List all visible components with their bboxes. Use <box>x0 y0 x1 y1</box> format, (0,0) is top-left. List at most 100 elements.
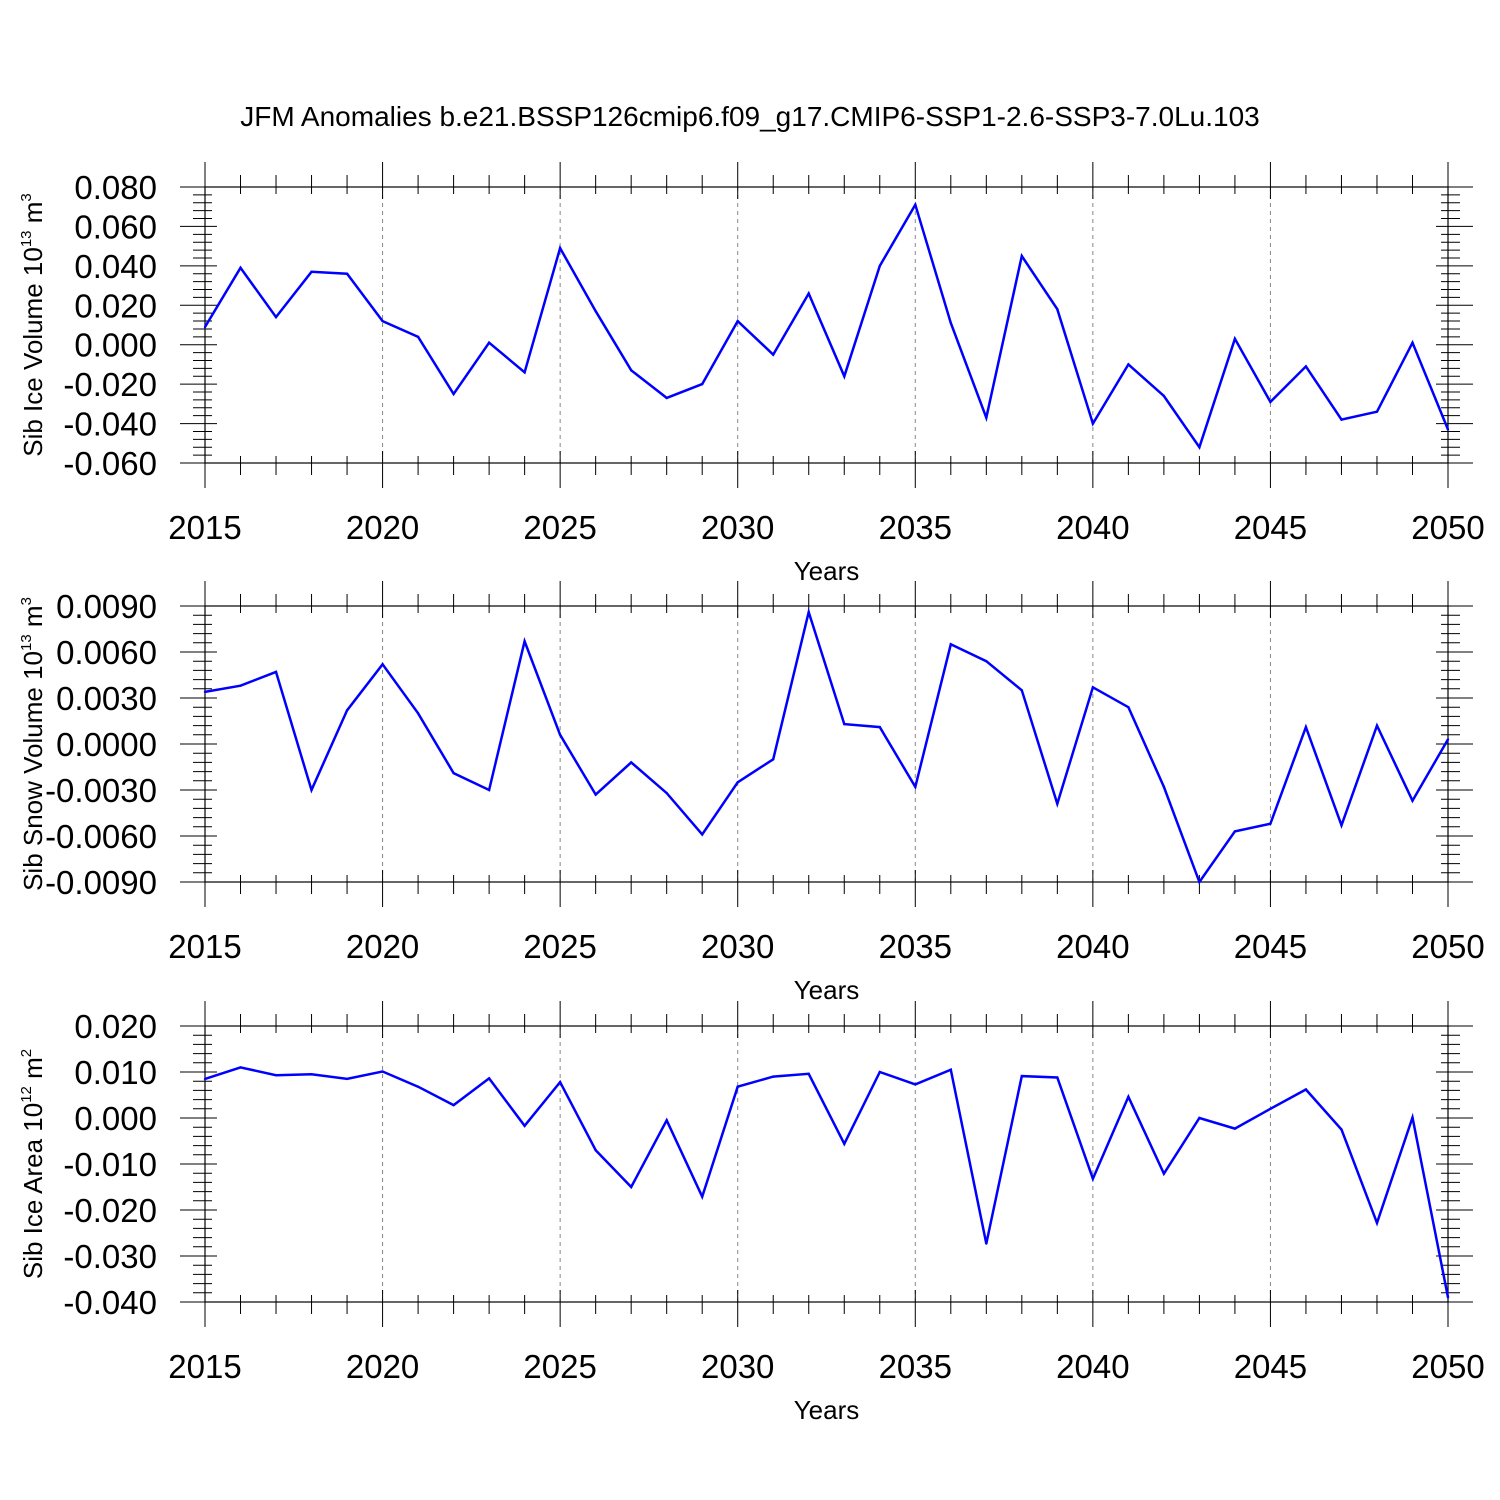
data-point <box>1233 337 1237 340</box>
y-tick-label: -0.030 <box>63 1238 157 1275</box>
data-point <box>843 375 846 378</box>
data-point <box>523 640 526 643</box>
data-point <box>203 1077 207 1081</box>
data-point <box>736 1085 739 1088</box>
x-tick-label: 2020 <box>346 928 419 965</box>
chart-panel-1: 2015 2020 2025 2030 2035 2040 2045 2050-0.060-0… <box>18 162 1485 586</box>
data-point <box>772 758 775 761</box>
x-tick-label: 2020 <box>346 509 419 546</box>
data-point <box>274 1074 278 1077</box>
data-point <box>1020 254 1024 258</box>
chart-panel-2: 2015 2020 2025 2030 2035 2040 2045 2050 -0.0090 -… <box>18 581 1485 1005</box>
plot-frame <box>204 605 1449 883</box>
data-point <box>1375 1221 1379 1225</box>
data-point <box>736 781 739 784</box>
y-tick-label: 0.0000 <box>56 726 157 763</box>
data-point <box>843 1142 846 1145</box>
data-point <box>629 1185 633 1189</box>
data-point <box>558 246 562 250</box>
data-point <box>1411 799 1414 802</box>
data-point <box>1340 418 1343 421</box>
data-point <box>1056 1076 1059 1079</box>
x-tick-label: 2025 <box>523 1348 596 1385</box>
y-tick-label: -0.0030 <box>45 772 157 809</box>
data-point <box>1198 880 1201 884</box>
data-point <box>1056 308 1059 311</box>
x-axis-label: Years <box>794 975 860 1005</box>
data-point <box>345 709 349 712</box>
x-tick-label: 2015 <box>168 928 241 965</box>
chart-panel-3: 2015 2020 2025 2030 2035 2040 2045 2050 -0.040 -0… <box>18 1001 1485 1425</box>
data-point <box>1162 1172 1166 1175</box>
x-tick-label: 2035 <box>879 509 952 546</box>
data-point <box>345 1077 349 1081</box>
data-point <box>1446 428 1450 431</box>
data-point <box>487 341 491 344</box>
data-point <box>1233 830 1237 833</box>
data-point <box>1304 725 1308 729</box>
data-point <box>239 1066 242 1069</box>
y-tick-label: 0.080 <box>74 169 157 206</box>
y-tick-label: -0.040 <box>63 1284 157 1321</box>
x-tick-label: 2015 <box>168 509 241 546</box>
x-tick-label: 2045 <box>1234 509 1307 546</box>
y-tick-label: -0.0060 <box>45 818 157 855</box>
data-point <box>1269 400 1272 404</box>
data-point <box>1375 724 1379 727</box>
data-point <box>1269 822 1272 825</box>
data-point <box>949 1068 952 1071</box>
data-point <box>914 1083 917 1086</box>
y-tick-label: 0.020 <box>74 287 157 324</box>
y-tick-label: -0.0090 <box>45 864 157 901</box>
x-tick-label: 2045 <box>1234 1348 1307 1385</box>
data-point <box>203 325 207 329</box>
x-tick-label: 2040 <box>1056 509 1129 546</box>
x-axis-label: Years <box>794 556 860 586</box>
x-tick-label: 2050 <box>1411 1348 1484 1385</box>
data-point <box>1127 363 1130 366</box>
data-point <box>381 1070 384 1073</box>
data-point <box>558 733 562 736</box>
data-point <box>345 272 349 275</box>
data-point <box>416 335 420 339</box>
y-tick-label: 0.040 <box>74 248 157 285</box>
data-point <box>985 416 988 419</box>
y-tick-label: -0.010 <box>63 1146 157 1183</box>
data-point <box>1127 706 1130 709</box>
data-point <box>416 712 420 715</box>
data-point <box>878 725 881 729</box>
y-axis-label: Sib Snow Volume 1013 m3 <box>18 597 48 891</box>
data-point <box>1411 341 1414 344</box>
data-point <box>1340 1128 1343 1131</box>
data-point <box>736 319 739 323</box>
data-point <box>594 310 597 313</box>
y-tick-label: -0.060 <box>63 445 157 482</box>
x-axis-label: Years <box>794 1395 860 1425</box>
data-point <box>1091 1177 1095 1180</box>
data-point <box>487 788 491 792</box>
data-point <box>381 319 384 323</box>
data-point <box>985 660 988 663</box>
data-point <box>1091 422 1095 425</box>
data-point <box>665 396 668 400</box>
y-axis-label: Sib Ice Volume 1013 m3 <box>18 193 48 457</box>
y-tick-label: 0.060 <box>74 208 157 245</box>
data-point <box>1446 738 1450 741</box>
data-point <box>274 670 278 674</box>
data-point <box>523 1124 526 1128</box>
y-axis-label: Sib Ice Area 1012 m2 <box>18 1049 48 1279</box>
data-point <box>558 1080 562 1084</box>
data-point <box>487 1077 491 1080</box>
x-tick-label: 2015 <box>168 1348 241 1385</box>
data-point <box>594 1149 597 1152</box>
series-line <box>203 201 1450 450</box>
data-point <box>701 382 704 386</box>
plot-frame <box>204 1025 1449 1303</box>
data-point <box>665 1119 668 1122</box>
x-tick-label: 2025 <box>523 928 596 965</box>
data-point <box>452 771 455 775</box>
series-line <box>204 1066 1450 1298</box>
data-point <box>452 1103 455 1107</box>
data-point <box>949 321 952 325</box>
figure-title: JFM Anomalies b.e21.BSSP126cmip6.f09_g17… <box>240 101 1259 132</box>
